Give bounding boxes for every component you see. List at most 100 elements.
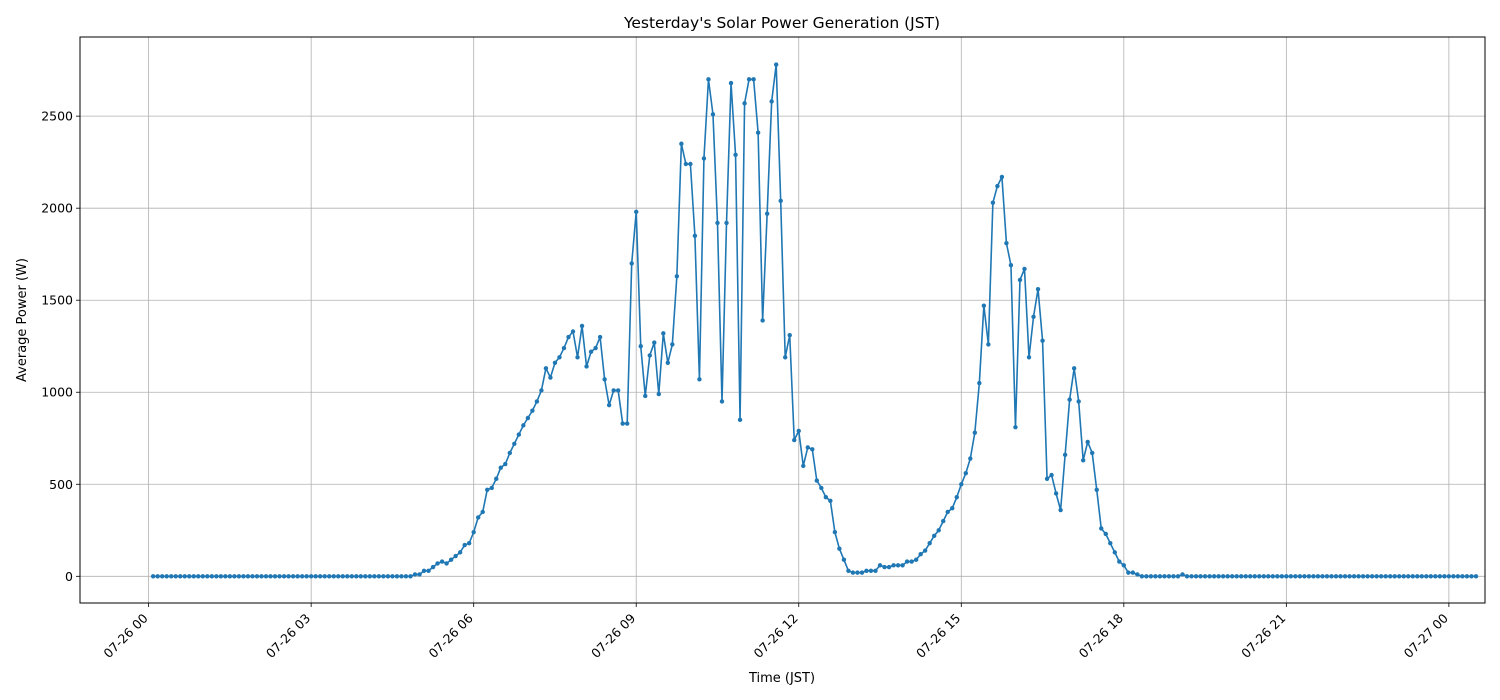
data-point	[1248, 574, 1253, 579]
data-point	[281, 574, 287, 579]
data-point	[724, 220, 729, 226]
data-point	[922, 548, 928, 553]
data-point	[299, 574, 305, 579]
data-point	[1085, 439, 1090, 445]
data-point	[968, 456, 973, 461]
data-point	[503, 461, 508, 467]
data-point	[999, 174, 1005, 180]
data-point	[859, 570, 865, 575]
data-point	[1469, 574, 1474, 579]
data-point	[904, 559, 910, 564]
data-point	[494, 476, 499, 481]
data-point	[882, 564, 887, 570]
data-point	[1437, 574, 1443, 579]
data-point	[259, 574, 264, 579]
data-point	[1252, 574, 1257, 579]
data-point	[602, 377, 607, 382]
data-point	[236, 574, 242, 579]
data-point	[643, 393, 648, 399]
data-point	[801, 463, 806, 469]
data-point	[746, 77, 752, 82]
data-point	[516, 432, 522, 437]
data-point	[945, 509, 950, 515]
data-point	[349, 574, 354, 579]
data-point	[539, 388, 544, 393]
data-point	[1270, 574, 1276, 579]
data-point	[277, 574, 282, 579]
data-point	[1211, 574, 1217, 579]
data-point	[1234, 574, 1239, 579]
data-point	[426, 568, 431, 573]
y-tick-label: 1500	[41, 293, 73, 308]
data-point	[1062, 452, 1068, 458]
data-point	[787, 332, 792, 338]
data-point	[1121, 563, 1127, 568]
data-point	[263, 574, 269, 579]
data-point	[972, 430, 978, 435]
x-tick-label: 07-26 15	[913, 611, 963, 661]
data-point	[1320, 574, 1325, 579]
data-point	[421, 568, 427, 573]
data-point	[448, 557, 454, 562]
data-point	[354, 574, 359, 579]
data-point	[1288, 574, 1294, 579]
data-point	[476, 515, 481, 520]
data-point	[990, 200, 996, 205]
data-point	[322, 574, 327, 579]
data-point	[399, 574, 404, 579]
data-point	[606, 402, 612, 408]
data-point	[1306, 574, 1312, 579]
data-point	[1031, 314, 1036, 319]
data-point	[1202, 574, 1208, 579]
data-point	[381, 574, 386, 579]
data-point	[1460, 574, 1465, 579]
y-tick-label: 2500	[41, 109, 73, 124]
data-point	[665, 360, 671, 365]
data-point	[214, 574, 219, 579]
data-point	[196, 574, 201, 579]
data-point	[819, 485, 824, 491]
data-point	[1342, 574, 1348, 579]
data-point	[290, 574, 296, 579]
data-point	[792, 437, 797, 443]
data-point	[512, 441, 517, 446]
data-point	[1049, 472, 1054, 478]
data-point	[304, 574, 309, 579]
data-point	[1103, 531, 1108, 537]
data-point	[796, 428, 801, 434]
data-point	[1017, 277, 1023, 283]
data-point	[254, 574, 260, 579]
data-point	[1071, 366, 1077, 371]
data-point	[345, 574, 350, 579]
data-point	[1433, 574, 1438, 579]
data-point	[1406, 574, 1411, 579]
data-point	[390, 574, 395, 579]
data-point	[417, 572, 422, 577]
data-point	[710, 112, 716, 117]
data-point	[670, 342, 675, 347]
data-point	[692, 233, 698, 238]
data-point	[1013, 425, 1018, 430]
data-point	[579, 323, 585, 329]
data-point	[150, 574, 156, 579]
data-point	[1257, 574, 1262, 579]
data-point	[981, 303, 987, 308]
data-point	[977, 380, 982, 386]
data-point	[1008, 263, 1014, 268]
data-point	[1080, 458, 1086, 463]
data-point	[1293, 574, 1298, 579]
data-point	[1333, 574, 1339, 579]
data-point	[918, 552, 923, 557]
data-point	[1166, 574, 1172, 579]
y-tick-label: 1000	[41, 385, 73, 400]
data-point	[543, 366, 549, 371]
data-point	[1053, 491, 1059, 496]
data-point	[638, 344, 643, 349]
data-point	[661, 331, 666, 336]
data-point	[1387, 574, 1393, 579]
data-point	[895, 563, 901, 568]
data-point	[719, 399, 725, 404]
x-tick-label: 07-26 21	[1238, 611, 1288, 661]
data-point	[1144, 574, 1149, 579]
